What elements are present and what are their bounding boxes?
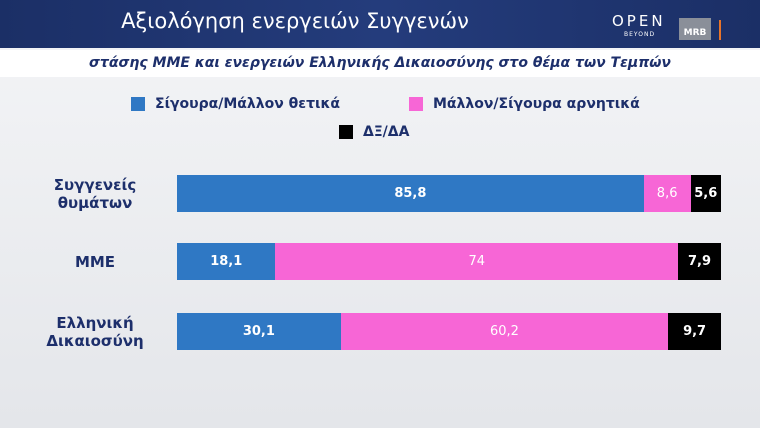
legend-swatch [409,97,423,111]
bar-segment: 9,7 [668,313,721,350]
category-label: Συγγενείς θυμάτων [53,176,137,212]
chart-title: Αξιολόγηση ενεργειών Συγγενών [121,9,469,33]
value-label: 7,9 [687,254,712,269]
legend-item: Μάλλον/Σίγουρα αρνητικά [409,96,640,112]
category-label: Ελληνική Δικαιοσύνη [46,314,144,350]
legend-label: Μάλλον/Σίγουρα αρνητικά [433,96,640,112]
logo-open: OPEN [612,12,666,30]
value-label: 85,8 [394,186,427,201]
bar-segment: 8,6 [643,175,691,212]
legend-swatch [339,125,353,139]
value-label: 9,7 [683,324,707,339]
value-label: 74 [468,254,485,269]
legend-item: Σίγουρα/Μάλλον θετικά [131,96,340,112]
header-band [0,0,760,48]
bar-segment: 18,1 [177,243,276,280]
bar-segment: 60,2 [340,313,669,350]
bar-segment: 5,6 [690,175,721,212]
legend-label: Σίγουρα/Μάλλον θετικά [155,96,341,112]
legend-label: ΔΞ/ΔΑ [363,124,410,140]
value-label: 30,1 [242,324,275,339]
bar-segment: 30,1 [177,313,341,350]
legend-item: ΔΞ/ΔΑ [339,124,409,140]
legend-swatch [131,97,145,111]
logo-mrb: MRB [679,18,711,40]
bar-segment: 74 [275,243,678,280]
category-label: ΜΜΕ [74,253,116,271]
value-label: 8,6 [656,186,678,201]
divider [719,20,721,40]
bar-segment: 7,9 [678,243,721,280]
logo-beyond: BEYOND [624,31,656,38]
chart-subtitle: στάσης ΜΜΕ και ενεργειών Ελληνικής Δικαι… [0,50,760,77]
value-label: 60,2 [490,324,519,339]
value-label: 5,6 [694,186,718,201]
value-label: 18,1 [210,254,243,269]
bar-segment: 85,8 [177,175,644,212]
